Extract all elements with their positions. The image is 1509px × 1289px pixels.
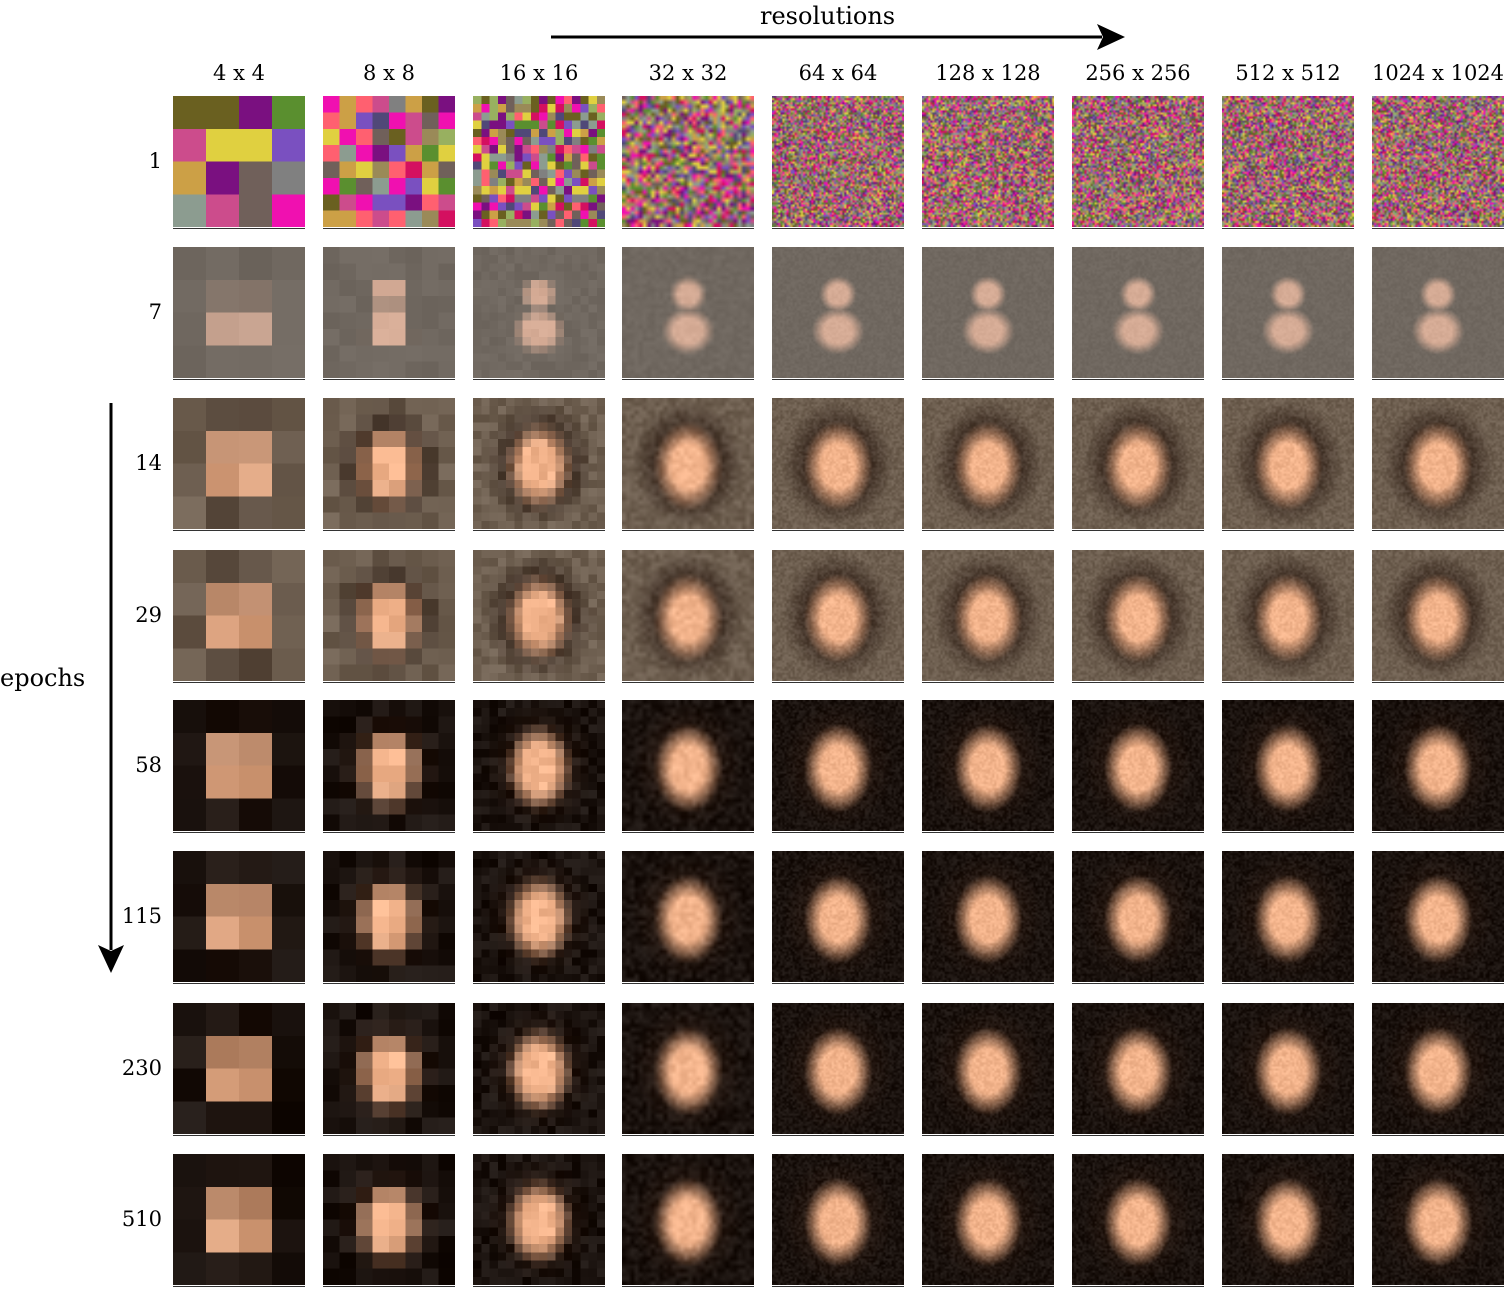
sample-tile xyxy=(173,1003,305,1136)
sample-tile xyxy=(1372,1154,1504,1287)
resolution-label: 8 x 8 xyxy=(363,61,415,85)
sample-tile xyxy=(922,851,1054,984)
sample-tile xyxy=(772,247,904,380)
sample-tile xyxy=(473,1154,605,1287)
sample-tile xyxy=(772,851,904,984)
sample-tile xyxy=(323,96,455,229)
sample-tile xyxy=(772,398,904,531)
sample-tile xyxy=(922,1003,1054,1136)
sample-tile xyxy=(1372,247,1504,380)
sample-tile xyxy=(1072,1154,1204,1287)
sample-tile xyxy=(1222,96,1354,229)
sample-tile xyxy=(173,398,305,531)
sample-tile xyxy=(173,96,305,229)
sample-tile xyxy=(173,247,305,380)
epoch-label: 14 xyxy=(135,451,162,475)
sample-tile xyxy=(772,550,904,683)
sample-tile xyxy=(323,247,455,380)
epoch-label: 29 xyxy=(135,603,162,627)
sample-tile xyxy=(173,550,305,683)
epoch-label: 115 xyxy=(121,904,162,928)
sample-tile xyxy=(1372,851,1504,984)
sample-tile xyxy=(622,700,754,833)
sample-tile xyxy=(772,1003,904,1136)
sample-tile xyxy=(1372,550,1504,683)
sample-tile xyxy=(473,247,605,380)
sample-tile xyxy=(1222,398,1354,531)
sample-tile xyxy=(173,851,305,984)
sample-tile xyxy=(1372,700,1504,833)
sample-tile xyxy=(922,398,1054,531)
sample-tile xyxy=(622,550,754,683)
sample-tile xyxy=(922,96,1054,229)
sample-tile xyxy=(473,398,605,531)
epoch-label: 510 xyxy=(121,1207,162,1231)
sample-tile xyxy=(622,398,754,531)
sample-tile xyxy=(1072,96,1204,229)
sample-tile xyxy=(772,700,904,833)
resolution-label: 128 x 128 xyxy=(935,61,1041,85)
sample-tile xyxy=(622,247,754,380)
sample-tile xyxy=(473,550,605,683)
resolution-label: 256 x 256 xyxy=(1085,61,1191,85)
resolution-label: 32 x 32 xyxy=(648,61,728,85)
sample-tile xyxy=(772,96,904,229)
epoch-label: 1 xyxy=(148,149,162,173)
sample-tile xyxy=(1222,1154,1354,1287)
sample-tile xyxy=(1222,700,1354,833)
sample-tile xyxy=(1072,398,1204,531)
sample-tile xyxy=(1072,851,1204,984)
sample-tile xyxy=(922,550,1054,683)
sample-tile xyxy=(1222,247,1354,380)
sample-tile xyxy=(1072,247,1204,380)
sample-tile xyxy=(1222,851,1354,984)
resolution-label: 512 x 512 xyxy=(1235,61,1341,85)
sample-tile xyxy=(622,851,754,984)
sample-tile xyxy=(1372,96,1504,229)
y-axis-title: epochs xyxy=(0,664,86,692)
sample-tile xyxy=(622,96,754,229)
sample-tile xyxy=(1072,1003,1204,1136)
sample-tile xyxy=(473,851,605,984)
epoch-label: 58 xyxy=(135,753,162,777)
sample-tile xyxy=(1372,1003,1504,1136)
sample-tile xyxy=(772,1154,904,1287)
epochs-arrow xyxy=(98,403,124,973)
resolution-label: 4 x 4 xyxy=(213,61,265,85)
x-axis-title: resolutions xyxy=(760,2,896,30)
sample-tile xyxy=(1072,700,1204,833)
sample-tile xyxy=(173,700,305,833)
sample-tile xyxy=(473,96,605,229)
sample-tile xyxy=(622,1154,754,1287)
resolution-label: 64 x 64 xyxy=(798,61,878,85)
sample-tile xyxy=(173,1154,305,1287)
epoch-label: 230 xyxy=(121,1056,162,1080)
sample-tile xyxy=(1222,1003,1354,1136)
sample-tile xyxy=(473,1003,605,1136)
sample-tile xyxy=(922,1154,1054,1287)
resolution-label: 16 x 16 xyxy=(499,61,579,85)
sample-tile xyxy=(922,700,1054,833)
sample-tile xyxy=(1072,550,1204,683)
sample-tile xyxy=(323,851,455,984)
sample-tile xyxy=(323,550,455,683)
sample-tile xyxy=(323,398,455,531)
sample-tile xyxy=(323,700,455,833)
sample-tile xyxy=(323,1003,455,1136)
sample-tile xyxy=(323,1154,455,1287)
sample-tile xyxy=(922,247,1054,380)
resolution-label: 1024 x 1024 xyxy=(1371,61,1505,85)
sample-tile xyxy=(1372,398,1504,531)
sample-tile xyxy=(1222,550,1354,683)
epoch-label: 7 xyxy=(148,300,162,324)
sample-tile xyxy=(622,1003,754,1136)
sample-tile xyxy=(473,700,605,833)
